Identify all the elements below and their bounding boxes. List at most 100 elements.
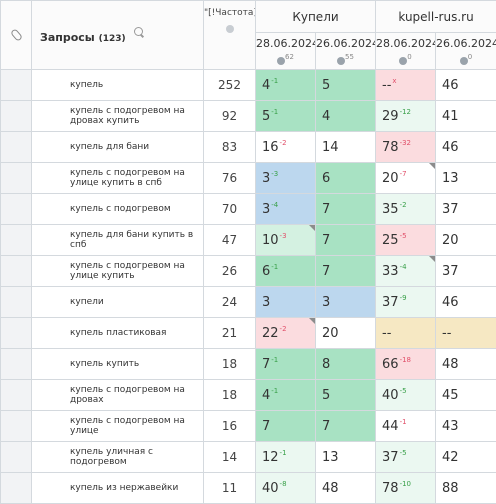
position-cell[interactable]: 7: [256, 411, 316, 442]
position-cell[interactable]: 6-1: [256, 256, 316, 287]
position-cell[interactable]: 8: [316, 349, 376, 380]
position-cell[interactable]: 20-7: [376, 163, 436, 194]
position-cell[interactable]: 4-1: [256, 70, 316, 101]
row-select-cell[interactable]: [1, 194, 32, 225]
row-select-cell[interactable]: [1, 163, 32, 194]
row-select-cell[interactable]: [1, 380, 32, 411]
row-select-cell[interactable]: [1, 473, 32, 504]
row-select-cell[interactable]: [1, 101, 32, 132]
note-corner-icon[interactable]: [429, 256, 435, 262]
position-cell[interactable]: 12-1: [256, 442, 316, 473]
position-cell[interactable]: 46: [436, 287, 496, 318]
position-cell[interactable]: 66-18: [376, 349, 436, 380]
position-cell[interactable]: 20: [316, 318, 376, 349]
position-cell[interactable]: 22-2: [256, 318, 316, 349]
row-select-cell[interactable]: [1, 411, 32, 442]
row-select-cell[interactable]: [1, 132, 32, 163]
date-column-1[interactable]: 28.06.2024 62: [256, 33, 316, 70]
row-select-cell[interactable]: [1, 70, 32, 101]
position-cell[interactable]: 3-3: [256, 163, 316, 194]
date-column-3[interactable]: 28.06.2024 0: [376, 33, 436, 70]
position-cell[interactable]: --x: [376, 70, 436, 101]
position-cell[interactable]: --: [436, 318, 496, 349]
position-cell[interactable]: 46: [436, 70, 496, 101]
frequency-header[interactable]: "[!Частота]": [204, 1, 256, 70]
row-select-cell[interactable]: [1, 287, 32, 318]
position-cell[interactable]: 45: [436, 380, 496, 411]
position-cell[interactable]: 37-9: [376, 287, 436, 318]
position-cell[interactable]: 37: [436, 256, 496, 287]
position-cell[interactable]: 40-8: [256, 473, 316, 504]
position-cell[interactable]: 29-12: [376, 101, 436, 132]
note-corner-icon[interactable]: [309, 225, 315, 231]
position-cell[interactable]: 6: [316, 163, 376, 194]
note-corner-icon[interactable]: [429, 163, 435, 169]
position-cell[interactable]: 14: [316, 132, 376, 163]
position-cell[interactable]: 78-32: [376, 132, 436, 163]
position-cell[interactable]: --: [376, 318, 436, 349]
position-cell[interactable]: 7-1: [256, 349, 316, 380]
position-cell[interactable]: 88: [436, 473, 496, 504]
position-cell[interactable]: 43: [436, 411, 496, 442]
position-cell[interactable]: 7: [316, 194, 376, 225]
position-cell[interactable]: 35-2: [376, 194, 436, 225]
position-cell[interactable]: 46: [436, 132, 496, 163]
position-cell[interactable]: 5: [316, 380, 376, 411]
position-cell[interactable]: 4: [316, 101, 376, 132]
position-cell[interactable]: 37-5: [376, 442, 436, 473]
position-cell[interactable]: 48: [316, 473, 376, 504]
position-cell[interactable]: 20: [436, 225, 496, 256]
query-cell: купель с подогревом: [32, 194, 204, 225]
position-cell[interactable]: 3: [256, 287, 316, 318]
position-cell[interactable]: 10-3: [256, 225, 316, 256]
attach-column-header[interactable]: [1, 1, 32, 70]
position-cell[interactable]: 7: [316, 256, 376, 287]
row-select-cell[interactable]: [1, 318, 32, 349]
position-cell[interactable]: 33-4: [376, 256, 436, 287]
position-cell[interactable]: 5: [316, 70, 376, 101]
position-cell[interactable]: 13: [316, 442, 376, 473]
row-select-cell[interactable]: [1, 225, 32, 256]
position-cell[interactable]: 13: [436, 163, 496, 194]
position-cell[interactable]: 40-5: [376, 380, 436, 411]
row-select-cell[interactable]: [1, 349, 32, 380]
position-cell[interactable]: 7: [316, 411, 376, 442]
position-cell[interactable]: 7: [316, 225, 376, 256]
row-select-cell[interactable]: [1, 256, 32, 287]
badge-count: 55: [345, 53, 354, 61]
position-cell[interactable]: 5-1: [256, 101, 316, 132]
position-cell[interactable]: 4-1: [256, 380, 316, 411]
position-cell[interactable]: 48: [436, 349, 496, 380]
position-cell[interactable]: 25-5: [376, 225, 436, 256]
site-header-kupell-rus[interactable]: kupell-rus.ru: [376, 1, 496, 33]
position-cell[interactable]: 16-2: [256, 132, 316, 163]
position-cell[interactable]: 42: [436, 442, 496, 473]
search-icon[interactable]: [134, 27, 143, 36]
position-cell[interactable]: 3-4: [256, 194, 316, 225]
row-select-cell[interactable]: [1, 442, 32, 473]
position-cell[interactable]: 78-10: [376, 473, 436, 504]
position-cell[interactable]: 37: [436, 194, 496, 225]
date-column-4[interactable]: 26.06.2024 0: [436, 33, 496, 70]
note-corner-icon[interactable]: [309, 318, 315, 324]
position-cell[interactable]: 44-1: [376, 411, 436, 442]
position-cell[interactable]: 3: [316, 287, 376, 318]
position-cell[interactable]: 41: [436, 101, 496, 132]
table-row[interactable]: купель с подогревом на улице купить в сп…: [1, 163, 496, 194]
queries-header[interactable]: Запросы (123): [32, 1, 204, 70]
date-column-2[interactable]: 26.06.2024 55: [316, 33, 376, 70]
site-header-kupeli[interactable]: Купели: [256, 1, 376, 33]
